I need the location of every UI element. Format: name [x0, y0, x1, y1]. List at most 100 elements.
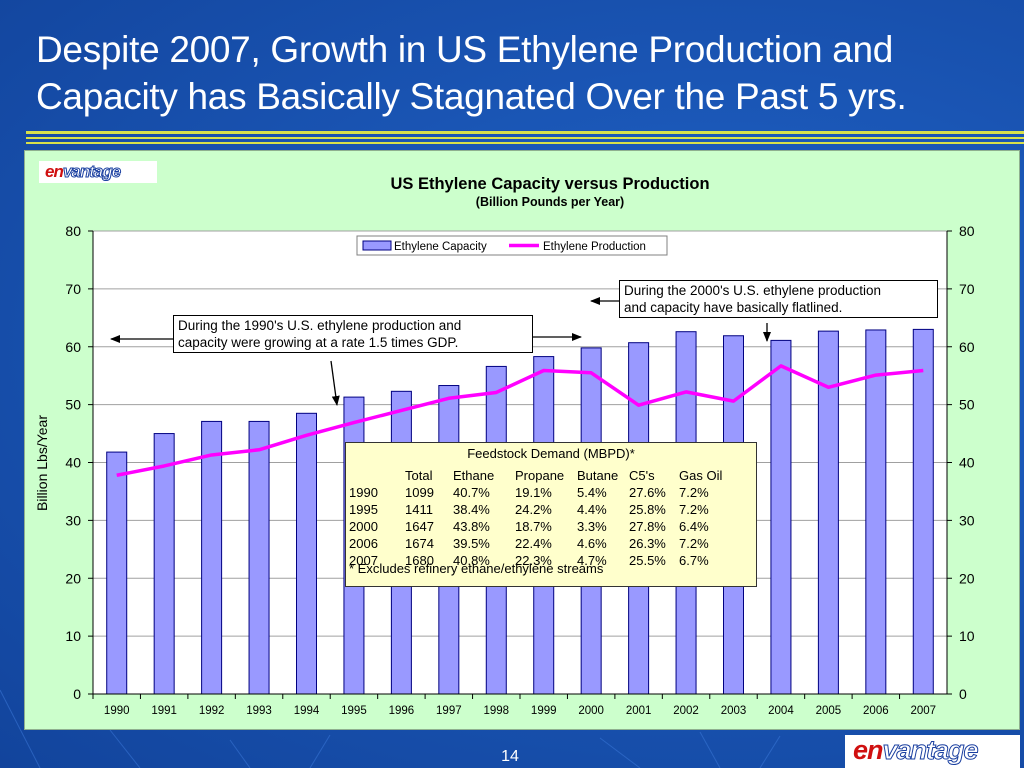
x-tick-label: 1997	[436, 705, 462, 717]
y-tick-label: 20	[65, 570, 81, 586]
bar-capacity	[153, 433, 175, 695]
slide-title: Despite 2007, Growth in US Ethylene Prod…	[36, 26, 1016, 120]
x-tick-label: 2004	[768, 705, 794, 717]
y2-tick-label: 40	[959, 455, 975, 471]
feedstock-table-title: Feedstock Demand (MBPD)*	[467, 446, 635, 461]
callout-1990s-line-2: capacity were growing at a rate 1.5 time…	[178, 335, 459, 350]
y2-tick-label: 80	[959, 223, 975, 239]
feedstock-row: 2006 1674 39.5% 22.4% 4.6% 26.3% 7.2%	[349, 535, 739, 552]
y-tick-label: 0	[73, 686, 81, 702]
feedstock-demand-table: Feedstock Demand (MBPD)* Total Ethane Pr…	[345, 442, 757, 587]
y-tick-label: 50	[65, 397, 81, 413]
feedstock-cell: 4.7%	[577, 553, 607, 568]
y-axis-label: Billion Lbs/Year	[34, 415, 50, 511]
page-number: 14	[501, 748, 519, 765]
title-rule-thin-2	[26, 142, 1024, 144]
slide-title-line-1: Despite 2007, Growth in US Ethylene Prod…	[36, 29, 894, 70]
feedstock-cell: 24.2%	[515, 502, 552, 517]
feedstock-row: 2000 1647 43.8% 18.7% 3.3% 27.8% 6.4%	[349, 518, 739, 535]
y-tick-label: 70	[65, 281, 81, 297]
x-tick-label: 1992	[199, 705, 225, 717]
logo-en-text: en	[45, 162, 64, 181]
feedstock-cell: 22.3%	[515, 553, 552, 568]
x-tick-label: 2000	[578, 705, 604, 717]
slide-title-line-2: Capacity has Basically Stagnated Over th…	[36, 76, 907, 117]
feedstock-header-cell: Ethane	[453, 468, 495, 483]
feedstock-cell: 40.8%	[453, 553, 490, 568]
callout-1990s: During the 1990's U.S. ethylene producti…	[173, 315, 533, 353]
feedstock-cell: 1680	[405, 553, 434, 568]
y2-tick-label: 20	[959, 570, 975, 586]
feedstock-cell: 18.7%	[515, 519, 552, 534]
feedstock-cell: 27.8%	[629, 519, 666, 534]
arrow-down-1990s	[330, 360, 340, 406]
title-rule-thick	[26, 131, 1024, 134]
feedstock-header-cell: Total	[405, 468, 433, 483]
title-rule-thin-1	[26, 137, 1024, 139]
feedstock-cell: 1990	[349, 485, 378, 500]
bar-capacity	[106, 451, 128, 695]
y2-tick-label: 50	[959, 397, 975, 413]
feedstock-header-cell: Propane	[515, 468, 565, 483]
x-tick-label: 2006	[863, 705, 889, 717]
y-tick-label: 80	[65, 223, 81, 239]
feedstock-cell: 4.6%	[577, 536, 607, 551]
feedstock-header-cell: Butane	[577, 468, 619, 483]
y2-tick-label: 30	[959, 512, 975, 528]
x-tick-label: 2001	[626, 705, 652, 717]
feedstock-header-cell: C5's	[629, 468, 655, 483]
y2-tick-label: 70	[959, 281, 975, 297]
x-tick-label: 1998	[483, 705, 509, 717]
feedstock-cell: 25.8%	[629, 502, 666, 517]
feedstock-cell: 7.2%	[679, 536, 709, 551]
feedstock-row: 2007 1680 40.8% 22.3% 4.7% 25.5% 6.7%	[349, 552, 739, 569]
callout-2000s-line-1: During the 2000's U.S. ethylene producti…	[624, 283, 881, 298]
legend-label-production: Ethylene Production	[543, 241, 646, 253]
logo-vantage-text: vantage	[882, 735, 979, 766]
x-tick-label: 1991	[151, 705, 177, 717]
feedstock-cell: 1411	[405, 502, 433, 517]
chart-title: US Ethylene Capacity versus Production	[390, 175, 709, 193]
y2-tick-label: 0	[959, 686, 967, 702]
feedstock-header-cell	[349, 467, 405, 484]
x-tick-label: 1994	[294, 705, 320, 717]
envantage-logo: envantage	[39, 161, 157, 183]
envantage-logo-footer: envantage	[845, 735, 1020, 768]
feedstock-cell: 5.4%	[577, 485, 607, 500]
feedstock-cell: 7.2%	[679, 485, 709, 500]
legend-swatch-capacity	[362, 240, 392, 251]
feedstock-cell: 39.5%	[453, 536, 490, 551]
y-tick-label: 40	[65, 455, 81, 471]
feedstock-cell: 25.5%	[629, 553, 666, 568]
bar-capacity	[912, 328, 934, 695]
x-tick-label: 1993	[246, 705, 272, 717]
x-tick-label: 1996	[389, 705, 415, 717]
x-tick-label: 1990	[104, 705, 130, 717]
feedstock-cell: 6.7%	[679, 553, 709, 568]
feedstock-cell: 38.4%	[453, 502, 490, 517]
feedstock-header-cell: Gas Oil	[679, 468, 723, 483]
feedstock-row: 1990 1099 40.7% 19.1% 5.4% 27.6% 7.2%	[349, 484, 739, 501]
x-tick-label: 1995	[341, 705, 367, 717]
feedstock-footnote: * Excludes refinery ethane/ethylene stre…	[349, 561, 604, 576]
logo-en-text: en	[853, 735, 883, 765]
feedstock-cell: 27.6%	[629, 485, 666, 500]
x-tick-label: 2005	[816, 705, 842, 717]
x-tick-label: 2002	[673, 705, 699, 717]
feedstock-cell: 1674	[405, 536, 434, 551]
y-tick-label: 30	[65, 512, 81, 528]
feedstock-row: 1995 1411 38.4% 24.2% 4.4% 25.8% 7.2%	[349, 501, 739, 518]
feedstock-cell: 26.3%	[629, 536, 666, 551]
callout-1990s-line-1: During the 1990's U.S. ethylene producti…	[178, 318, 462, 333]
feedstock-cell: 1099	[405, 485, 434, 500]
y-tick-label: 10	[65, 628, 81, 644]
feedstock-table-grid: Total Ethane Propane Butane C5's Gas Oil…	[349, 467, 739, 569]
x-tick-label: 1999	[531, 705, 557, 717]
bar-capacity	[248, 420, 270, 695]
feedstock-cell: 2007	[349, 553, 378, 568]
feedstock-cell: 43.8%	[453, 519, 490, 534]
x-tick-label: 2007	[910, 705, 936, 717]
feedstock-cell: 2006	[349, 536, 378, 551]
callout-2000s: During the 2000's U.S. ethylene producti…	[619, 280, 938, 318]
